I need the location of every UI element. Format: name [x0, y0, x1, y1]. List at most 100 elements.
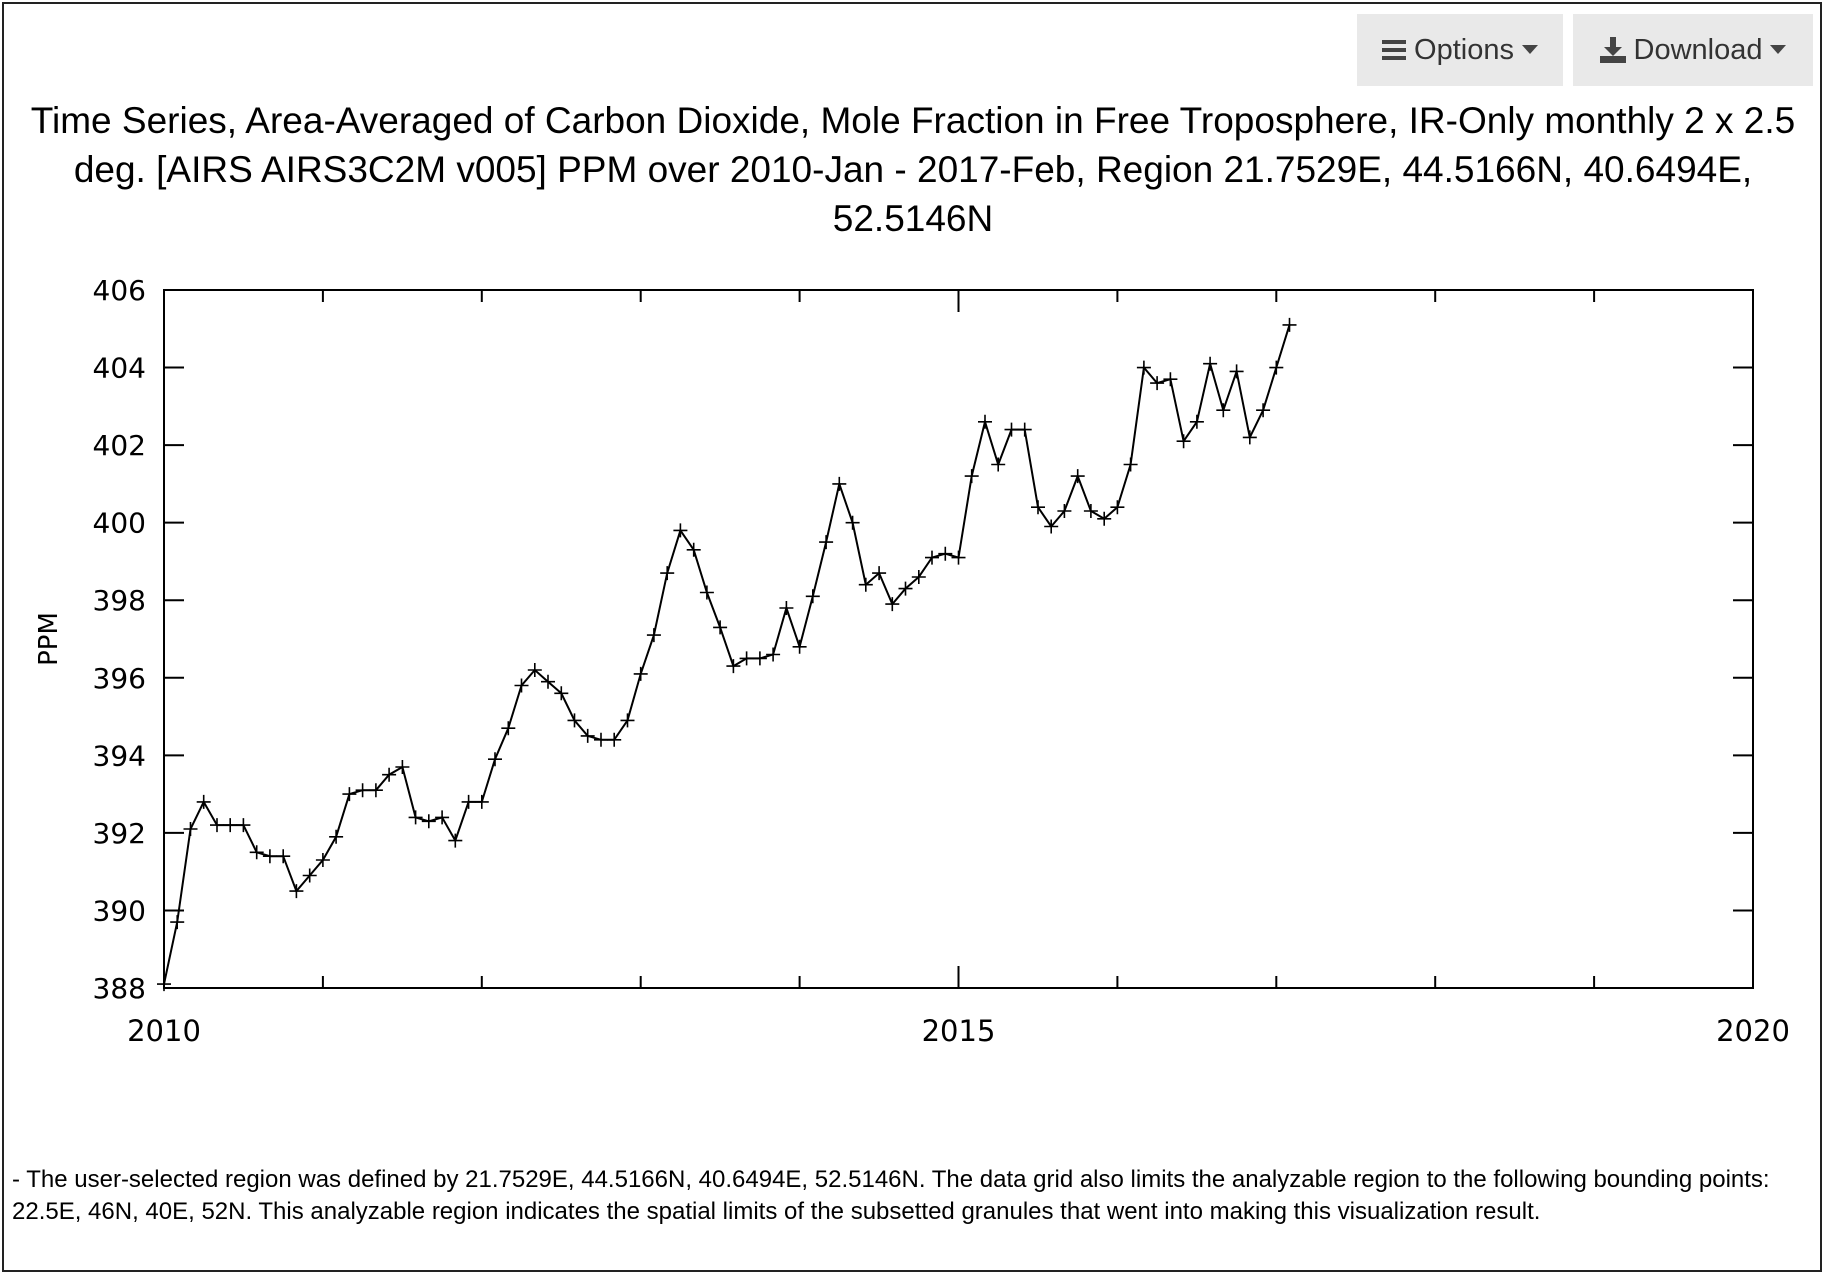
data-point [646, 628, 661, 643]
data-point [978, 414, 992, 429]
chart-title: Time Series, Area-Averaged of Carbon Dio… [30, 100, 1796, 239]
y-tick-label: 402 [93, 429, 146, 462]
series-line [163, 324, 1291, 985]
data-point [991, 457, 1006, 472]
data-point [805, 589, 820, 604]
data-point [302, 868, 317, 883]
data-point [673, 523, 688, 538]
menu-icon [1382, 39, 1407, 61]
data-point [1070, 469, 1085, 484]
data-point [1136, 360, 1151, 375]
download-icon [1599, 37, 1626, 63]
y-tick-label: 394 [93, 739, 146, 772]
data-point [1017, 422, 1032, 437]
data-point [1229, 364, 1244, 379]
y-axis-label: PPM [34, 612, 64, 666]
data-point [448, 833, 463, 848]
data-point [408, 810, 423, 825]
data-point [276, 849, 291, 864]
caret-down-icon [1521, 45, 1538, 55]
data-point [739, 651, 754, 666]
data-point [395, 760, 410, 774]
data-point [1163, 372, 1178, 387]
data-point [382, 767, 397, 782]
data-point [686, 542, 701, 557]
data-point [1269, 360, 1284, 375]
data-point [435, 810, 450, 825]
data-point [355, 783, 370, 798]
data-point [210, 818, 224, 833]
data-point [1176, 434, 1191, 449]
data-point [633, 666, 648, 681]
data-point [1004, 422, 1019, 437]
data-point [1031, 500, 1045, 515]
data-point [196, 794, 211, 809]
data-point [845, 515, 860, 530]
data-point [157, 977, 171, 992]
data-point [1044, 519, 1059, 534]
plot-area [163, 289, 1754, 989]
data-point [1150, 376, 1165, 391]
data-point [779, 601, 794, 615]
data-point [699, 585, 714, 600]
axis-ticks [163, 289, 1754, 989]
data-point [1123, 457, 1138, 472]
data-point [951, 550, 966, 565]
data-point [461, 794, 476, 809]
y-tick-label: 396 [93, 662, 146, 695]
data-point [236, 818, 251, 833]
data-point [660, 566, 675, 581]
data-point [541, 674, 555, 689]
data-point [1282, 317, 1297, 332]
y-tick-label: 406 [93, 274, 146, 307]
data-point [752, 651, 767, 666]
data-point [1242, 430, 1257, 445]
download-button[interactable]: Download [1573, 14, 1813, 86]
data-point [620, 713, 635, 728]
y-tick-label: 392 [93, 817, 146, 850]
data-point [832, 476, 847, 491]
download-label: Download [1633, 33, 1763, 66]
data-point [1110, 500, 1125, 515]
data-point [819, 535, 834, 550]
data-point [514, 678, 529, 693]
data-point [183, 822, 198, 836]
options-button[interactable]: Options [1357, 14, 1563, 86]
data-point [872, 566, 887, 581]
data-point [925, 550, 939, 565]
data-point [554, 686, 569, 701]
data-point [315, 853, 330, 867]
data-point [1057, 504, 1072, 518]
data-point [488, 752, 502, 767]
x-tick-label: 2015 [922, 1014, 996, 1048]
data-point [474, 794, 489, 809]
data-point [329, 829, 344, 844]
data-point [289, 884, 304, 899]
data-point [885, 597, 900, 612]
data-point [1256, 403, 1271, 418]
data-point [938, 546, 953, 561]
data-point [594, 732, 608, 747]
caret-down-icon [1770, 45, 1787, 55]
y-tick-label: 388 [93, 972, 146, 1005]
data-point [1189, 414, 1204, 429]
data-point [911, 570, 926, 584]
data-point [501, 721, 516, 736]
y-tick-label: 398 [93, 584, 146, 617]
data-point [792, 639, 807, 654]
data-point [567, 713, 582, 728]
x-tick-label: 2020 [1716, 1014, 1790, 1048]
y-tick-label: 390 [93, 894, 146, 927]
data-point [223, 818, 238, 833]
data-point [1203, 356, 1218, 371]
data-point [858, 577, 873, 592]
data-point [1097, 511, 1112, 526]
caption-note: - The user-selected region was defined b… [12, 1166, 1770, 1225]
chart-plot: 388 390 392 394 396 398 400 402 404 406 2010 2015 20… [34, 274, 1790, 1048]
data-point [766, 647, 781, 662]
data-point [170, 915, 185, 930]
data-point [964, 469, 979, 484]
data-point [580, 728, 595, 743]
y-tick-label: 404 [93, 352, 146, 385]
options-label: Options [1414, 33, 1514, 66]
